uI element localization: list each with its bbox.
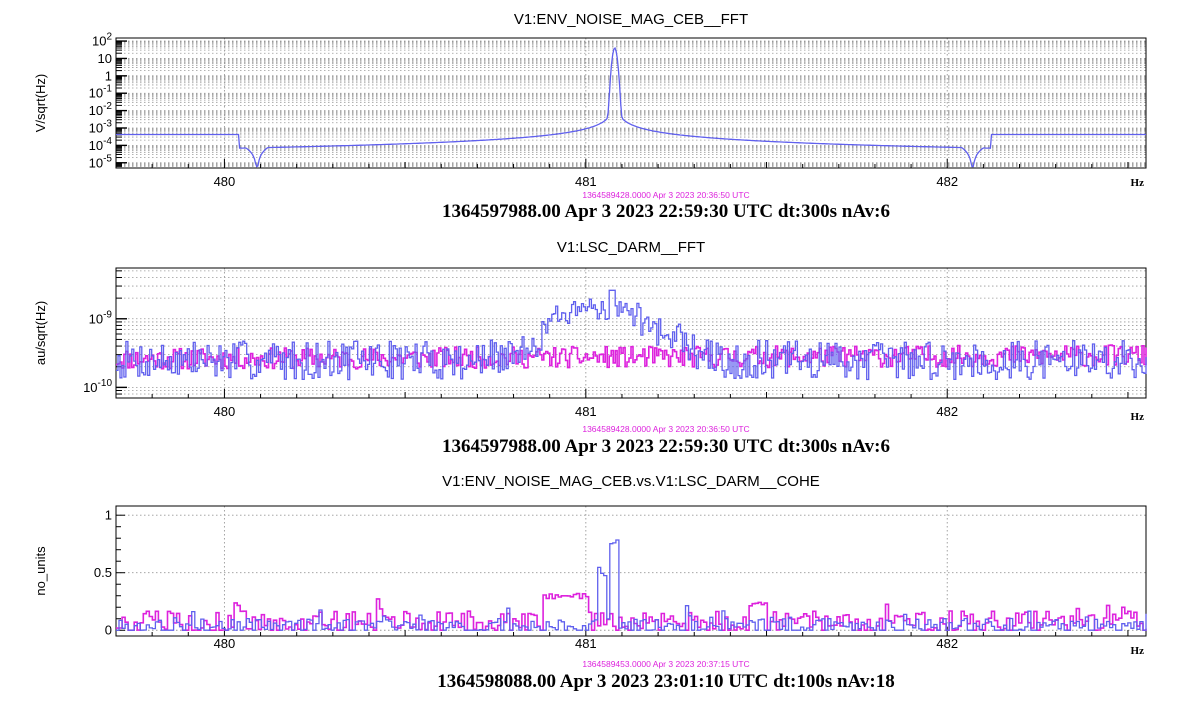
x-tick-label: 481 (575, 174, 597, 189)
y-tick-base: 0.5 (94, 565, 112, 580)
series-line (116, 46, 1146, 168)
y-tick-exponent: 2 (106, 32, 112, 43)
y-axis-label: V/sqrt(Hz) (33, 74, 48, 133)
reference-timestamp: 1364589453.0000 Apr 3 2023 20:37:15 UTC (582, 659, 749, 669)
y-tick-exponent: -2 (103, 101, 112, 112)
y-tick-base: 1 (105, 508, 112, 523)
plot-frame (115, 267, 1147, 399)
x-tick-label: 482 (936, 174, 958, 189)
y-axis-label: au/sqrt(Hz) (33, 301, 48, 365)
reference-timestamp: 1364589428.0000 Apr 3 2023 20:36:50 UTC (582, 190, 749, 200)
y-tick-label: 10-10 (83, 378, 112, 395)
y-tick-label: 10-9 (89, 309, 113, 326)
y-tick-label: 10-1 (89, 84, 113, 101)
x-axis-label: Hz (1131, 645, 1145, 657)
chart-title: V1:LSC_DARM__FFT (557, 239, 705, 256)
y-tick-label: 0.5 (94, 565, 112, 580)
chart-title: V1:ENV_NOISE_MAG_CEB__FFT (514, 11, 748, 28)
y-tick-exponent: -4 (103, 136, 112, 147)
y-tick-base: 10 (83, 380, 97, 395)
y-tick-exponent: -9 (103, 309, 112, 320)
y-tick-label: 1 (105, 508, 112, 523)
y-tick-label: 10-4 (89, 136, 113, 153)
x-tick-label: 480 (214, 174, 236, 189)
x-tick-label: 481 (575, 404, 597, 419)
timestamp: 1364598088.00 Apr 3 2023 23:01:10 UTC dt… (437, 671, 894, 692)
y-tick-label: 1 (105, 68, 112, 83)
plot-frame (115, 505, 1147, 637)
y-tick-exponent: -5 (103, 153, 112, 164)
y-tick-label: 102 (92, 32, 112, 49)
y-tick-base: 10 (98, 51, 112, 66)
y-tick-exponent: -3 (103, 118, 112, 129)
x-tick-label: 481 (575, 636, 597, 651)
y-tick-base: 10 (89, 138, 103, 153)
y-tick-base: 10 (89, 120, 103, 135)
x-tick-label: 480 (214, 404, 236, 419)
y-tick-label: 10-3 (89, 118, 113, 135)
chart-title: V1:ENV_NOISE_MAG_CEB.vs.V1:LSC_DARM__COH… (442, 473, 820, 490)
x-axis-label: Hz (1131, 411, 1145, 423)
y-axis-label: no_units (33, 546, 48, 596)
y-tick-base: 10 (92, 34, 106, 49)
timestamp: 1364597988.00 Apr 3 2023 22:59:30 UTC dt… (442, 201, 890, 222)
y-tick-base: 0 (105, 623, 112, 638)
y-tick-exponent: -1 (103, 84, 112, 95)
y-tick-label: 0 (105, 623, 112, 638)
x-axis-label: Hz (1131, 177, 1145, 189)
y-tick-exponent: -10 (98, 378, 113, 389)
timestamp: 1364597988.00 Apr 3 2023 22:59:30 UTC dt… (442, 436, 890, 457)
y-tick-base: 10 (89, 86, 103, 101)
x-tick-label: 480 (214, 636, 236, 651)
series-line (116, 539, 1147, 631)
y-tick-base: 10 (89, 155, 103, 170)
y-tick-base: 1 (105, 68, 112, 83)
y-tick-base: 10 (89, 311, 103, 326)
x-tick-label: 482 (936, 636, 958, 651)
y-tick-label: 10 (98, 51, 112, 66)
x-tick-label: 482 (936, 404, 958, 419)
y-tick-base: 10 (89, 103, 103, 118)
series-line (116, 289, 1147, 381)
y-tick-label: 10-5 (89, 153, 113, 170)
reference-timestamp: 1364589428.0000 Apr 3 2023 20:36:50 UTC (582, 424, 749, 434)
plot-frame (115, 37, 1147, 169)
y-tick-label: 10-2 (89, 101, 113, 118)
